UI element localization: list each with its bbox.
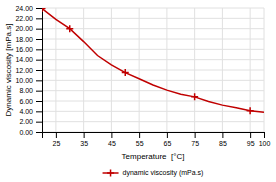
y-tick-mark bbox=[36, 39, 42, 40]
y-tick-mark bbox=[36, 132, 42, 133]
x-tick-mark bbox=[56, 132, 57, 138]
grid-line-y bbox=[42, 121, 264, 122]
marker bbox=[66, 25, 73, 32]
y-tick-mark bbox=[36, 60, 42, 61]
marks bbox=[42, 8, 264, 114]
grid-line-y bbox=[42, 39, 264, 40]
y-tick-label: 4.00 bbox=[19, 108, 33, 115]
y-tick: 18.00 bbox=[15, 36, 42, 43]
y-tick: 0.00 bbox=[19, 129, 42, 136]
x-tick-mark bbox=[139, 132, 140, 138]
x-tick-label: 75 bbox=[191, 140, 199, 147]
y-tick-mark bbox=[36, 49, 42, 50]
x-tick-label: 100 bbox=[259, 140, 271, 147]
grid-line-y bbox=[42, 101, 264, 102]
y-tick-label: 16.00 bbox=[15, 46, 33, 53]
x-tick: 75 bbox=[191, 132, 199, 147]
y-tick-mark bbox=[36, 18, 42, 19]
x-axis-line bbox=[43, 133, 265, 139]
y-tick: 24.00 bbox=[15, 5, 42, 12]
y-tick-label: 10.00 bbox=[15, 77, 33, 84]
y-tick: 22.00 bbox=[15, 15, 42, 22]
y-tick-mark bbox=[36, 111, 42, 112]
x-tick: 85 bbox=[219, 132, 227, 147]
x-tick-label: 25 bbox=[52, 140, 60, 147]
y-tick-mark bbox=[36, 91, 42, 92]
y-tick-mark bbox=[36, 8, 42, 9]
grid-line-y bbox=[42, 28, 264, 29]
y-tick-mark bbox=[36, 122, 42, 123]
x-tick: 25 bbox=[52, 132, 60, 147]
line bbox=[42, 9, 264, 113]
y-tick: 6.00 bbox=[19, 98, 42, 105]
y-tick-mark bbox=[36, 80, 42, 81]
y-tick-label: 14.00 bbox=[15, 56, 33, 63]
x-tick-mark bbox=[84, 132, 85, 138]
marker bbox=[122, 69, 129, 76]
x-tick: 55 bbox=[136, 132, 144, 147]
legend-label: dynamic viscosity (mPa.s) bbox=[123, 169, 204, 177]
y-tick: 10.00 bbox=[15, 77, 42, 84]
y-tick-mark bbox=[36, 70, 42, 71]
marker bbox=[191, 93, 198, 100]
y-tick-label: 22.00 bbox=[15, 15, 33, 22]
y-tick-label: 20.00 bbox=[15, 25, 33, 32]
x-tick: 100 bbox=[259, 132, 271, 147]
x-tick-mark bbox=[111, 132, 112, 138]
grid-line-y bbox=[42, 70, 264, 71]
x-tick-mark bbox=[264, 132, 265, 138]
marker bbox=[247, 107, 254, 114]
y-tick: 20.00 bbox=[15, 25, 42, 32]
y-tick-label: 2.00 bbox=[19, 118, 33, 125]
x-axis-title: Temperature [°C] bbox=[122, 152, 185, 161]
y-tick: 2.00 bbox=[19, 118, 42, 125]
x-tick-label: 35 bbox=[80, 140, 88, 147]
grid-line-y bbox=[42, 80, 264, 81]
x-tick: 45 bbox=[108, 132, 116, 147]
grid-line-y bbox=[42, 111, 264, 112]
y-tick-label: 18.00 bbox=[15, 36, 33, 43]
x-tick-label: 65 bbox=[163, 140, 171, 147]
x-tick-label: 45 bbox=[108, 140, 116, 147]
y-tick-mark bbox=[36, 101, 42, 102]
x-tick: 95 bbox=[247, 132, 255, 147]
y-tick: 16.00 bbox=[15, 46, 42, 53]
x-tick-mark bbox=[195, 132, 196, 138]
x-tick-label: 85 bbox=[219, 140, 227, 147]
x-tick-label: 55 bbox=[136, 140, 144, 147]
y-axis: 0.00 2.00 4.00 6.00 8.00 10.00 12.00 14.00 16.00… bbox=[15, 5, 42, 136]
y-tick-label: 8.00 bbox=[19, 87, 33, 94]
y-tick: 4.00 bbox=[19, 108, 42, 115]
x-tick: 65 bbox=[163, 132, 171, 147]
y-tick-label: 24.00 bbox=[15, 5, 33, 12]
grid-line-y bbox=[42, 8, 264, 9]
y-tick: 12.00 bbox=[15, 67, 42, 74]
grid-line-y bbox=[42, 18, 264, 19]
y-tick-label: 0.00 bbox=[19, 129, 33, 136]
y-axis-title: Dynamic viscosity [mPa.s] bbox=[4, 24, 13, 117]
grid-line-y bbox=[42, 59, 264, 60]
legend: dynamic viscosity (mPa.s) bbox=[103, 169, 204, 177]
x-tick-mark bbox=[167, 132, 168, 138]
grid-line-y bbox=[42, 49, 264, 50]
marker bbox=[42, 8, 46, 12]
grid-line-y bbox=[42, 90, 264, 91]
y-tick: 14.00 bbox=[15, 56, 42, 63]
legend-marker bbox=[107, 170, 114, 177]
x-tick-mark bbox=[250, 132, 251, 138]
x-tick: 35 bbox=[80, 132, 88, 147]
y-tick: 8.00 bbox=[19, 87, 42, 94]
y-tick-label: 12.00 bbox=[15, 67, 33, 74]
y-tick-mark bbox=[36, 29, 42, 30]
legend-item: dynamic viscosity (mPa.s) bbox=[103, 169, 204, 177]
y-axis-line bbox=[36, 9, 43, 133]
x-tick-mark bbox=[222, 132, 223, 138]
x-tick-label: 95 bbox=[247, 140, 255, 147]
x-axis: 25 35 45 55 65 75 85 95 100 bbox=[43, 132, 271, 147]
grid bbox=[42, 8, 264, 132]
chart: 25 35 45 55 65 75 85 95 100 0.00 2.00 4.00 6.00 8.00 1… bbox=[0, 0, 276, 182]
y-tick-label: 6.00 bbox=[19, 98, 33, 105]
plot: 25 35 45 55 65 75 85 95 100 0.00 2.00 4.00 6.00 8.00 1… bbox=[15, 5, 270, 147]
